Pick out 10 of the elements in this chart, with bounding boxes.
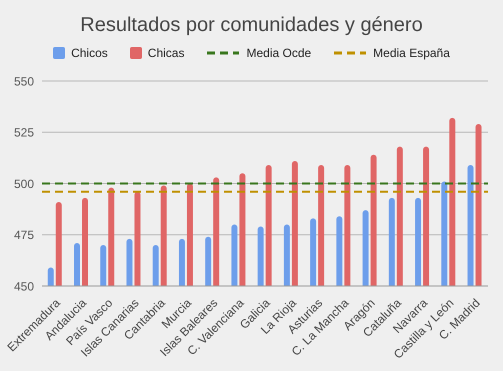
legend-label: Media Ocde bbox=[246, 46, 312, 60]
chart-title: Resultados por comunidades y género bbox=[79, 14, 424, 37]
legend-label: Chicas bbox=[148, 46, 184, 60]
y-tick-label: 500 bbox=[14, 176, 34, 191]
y-tick-label: 450 bbox=[14, 279, 34, 294]
legend-label: Chicos bbox=[71, 46, 108, 60]
legend-label: Media España bbox=[373, 46, 450, 60]
y-tick-label: 525 bbox=[14, 126, 34, 140]
y-tick-label: 475 bbox=[14, 228, 34, 242]
y-tick-label: 550 bbox=[14, 74, 34, 88]
